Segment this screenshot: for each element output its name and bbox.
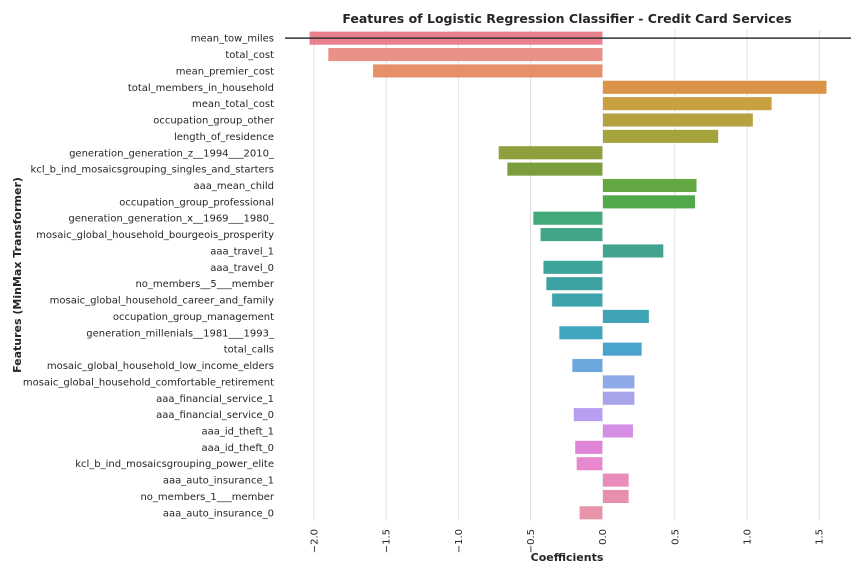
bar-aaa_financial_service_0 (573, 408, 603, 422)
bar-occupation_group_management (602, 309, 649, 323)
bar-aaa_travel_1 (602, 244, 664, 258)
x-tick-label-2: −1.0 (454, 529, 465, 553)
category-label-total_members_in_household: total_members_in_household (128, 83, 274, 94)
bar-occupation_group_professional (602, 195, 696, 209)
x-tick-label-6: 1.0 (743, 529, 754, 545)
category-label-occupation_group_management: occupation_group_management (113, 312, 274, 323)
category-label-no_members__5___member: no_members__5___member (135, 279, 274, 290)
category-label-mosaic_global_household_low_income_elders: mosaic_global_household_low_income_elder… (47, 361, 274, 372)
category-label-mosaic_global_household_bourgeois_prosperity: mosaic_global_household_bourgeois_prospe… (36, 230, 274, 241)
category-label-aaa_auto_insurance_1: aaa_auto_insurance_1 (163, 476, 274, 487)
category-label-kcl_b_ind_mosaicsgrouping_singles_and_starters: kcl_b_ind_mosaicsgrouping_singles_and_st… (31, 165, 274, 176)
x-tick-label-7: 1.5 (815, 529, 826, 545)
bar-aaa_travel_0 (543, 260, 603, 274)
category-label-aaa_travel_1: aaa_travel_1 (210, 246, 274, 257)
x-tick-label-5: 0.5 (670, 529, 681, 545)
bar-aaa_auto_insurance_0 (579, 506, 603, 520)
category-label-aaa_id_theft_0: aaa_id_theft_0 (201, 443, 274, 454)
category-label-aaa_auto_insurance_0: aaa_auto_insurance_0 (163, 508, 274, 519)
category-label-aaa_travel_0: aaa_travel_0 (210, 263, 274, 274)
category-label-total_cost: total_cost (225, 50, 274, 61)
category-label-generation_generation_z__1994___2010_: generation_generation_z__1994___2010_ (69, 148, 275, 159)
bar-aaa_id_theft_1 (602, 424, 633, 438)
x-tick-label-1: −1.5 (382, 529, 393, 553)
category-label-length_of_residence: length_of_residence (174, 132, 274, 143)
x-tick-labels: −2.0 −1.5 −1.0 −0.5 0.0 0.5 1.0 1.5 (309, 529, 825, 553)
bar-aaa_mean_child (602, 178, 697, 193)
bar-kcl_b_ind_mosaicsgrouping_power_elite (576, 457, 603, 471)
bar-total_members_in_household (602, 80, 827, 94)
bar-aaa_id_theft_0 (575, 440, 603, 454)
bar-generation_generation_z__1994___2010_ (498, 146, 603, 160)
category-label-generation_millenials__1981___1993_: generation_millenials__1981___1993_ (86, 328, 275, 339)
x-tick-label-3: −0.5 (526, 529, 537, 553)
bar-generation_generation_x__1969___1980_ (533, 211, 603, 225)
x-tick-label-4: 0.0 (598, 529, 609, 545)
x-axis-label: Coefficients (531, 551, 604, 564)
bar-mosaic_global_household_low_income_elders (572, 358, 603, 373)
category-label-total_calls: total_calls (224, 345, 274, 356)
category-labels: mean_tow_miles total_cost mean_premier_cos… (23, 34, 275, 520)
bar-mosaic_global_household_comfortable_retirement (602, 375, 635, 389)
y-axis-label: Features (MinMax Transformer) (11, 177, 24, 373)
bar-kcl_b_ind_mosaicsgrouping_singles_and_starters (507, 162, 603, 176)
bar-no_members_1___member (602, 489, 629, 503)
category-label-mosaic_global_household_career_and_family: mosaic_global_household_career_and_famil… (50, 296, 274, 307)
bar-mean_premier_cost (373, 64, 603, 78)
bar-occupation_group_other (602, 113, 753, 127)
category-label-mosaic_global_household_comfortable_retirement: mosaic_global_household_comfortable_reti… (23, 377, 274, 388)
category-label-aaa_id_theft_1: aaa_id_theft_1 (201, 426, 274, 437)
x-tick-label-0: −2.0 (309, 529, 320, 553)
category-label-generation_generation_x__1969___1980_: generation_generation_x__1969___1980_ (68, 214, 275, 225)
category-label-no_members_1___member: no_members_1___member (140, 492, 274, 503)
bar-aaa_financial_service_1 (602, 391, 635, 405)
bar-no_members__5___member (546, 277, 603, 291)
category-label-mean_total_cost: mean_total_cost (192, 99, 274, 110)
category-label-aaa_mean_child: aaa_mean_child (194, 181, 274, 192)
bars (309, 31, 827, 520)
category-label-aaa_financial_service_1: aaa_financial_service_1 (156, 394, 274, 405)
category-label-kcl_b_ind_mosaicsgrouping_power_elite: kcl_b_ind_mosaicsgrouping_power_elite (75, 459, 274, 470)
bar-generation_millenials__1981___1993_ (559, 326, 603, 340)
category-label-occupation_group_other: occupation_group_other (153, 116, 275, 127)
bar-mean_total_cost (602, 97, 772, 111)
bar-total_cost (328, 48, 603, 62)
category-label-aaa_financial_service_0: aaa_financial_service_0 (156, 410, 274, 421)
chart-title: Features of Logistic Regression Classifi… (342, 11, 791, 26)
category-label-mean_premier_cost: mean_premier_cost (176, 66, 274, 77)
bar-mosaic_global_household_career_and_family (552, 293, 603, 307)
bar-length_of_residence (602, 129, 719, 143)
category-label-occupation_group_professional: occupation_group_professional (119, 197, 274, 208)
category-label-mean_tow_miles: mean_tow_miles (191, 34, 274, 45)
bar-total_calls (602, 342, 642, 356)
bar-aaa_auto_insurance_1 (602, 473, 629, 487)
bar-mosaic_global_household_bourgeois_prosperity (540, 228, 603, 242)
